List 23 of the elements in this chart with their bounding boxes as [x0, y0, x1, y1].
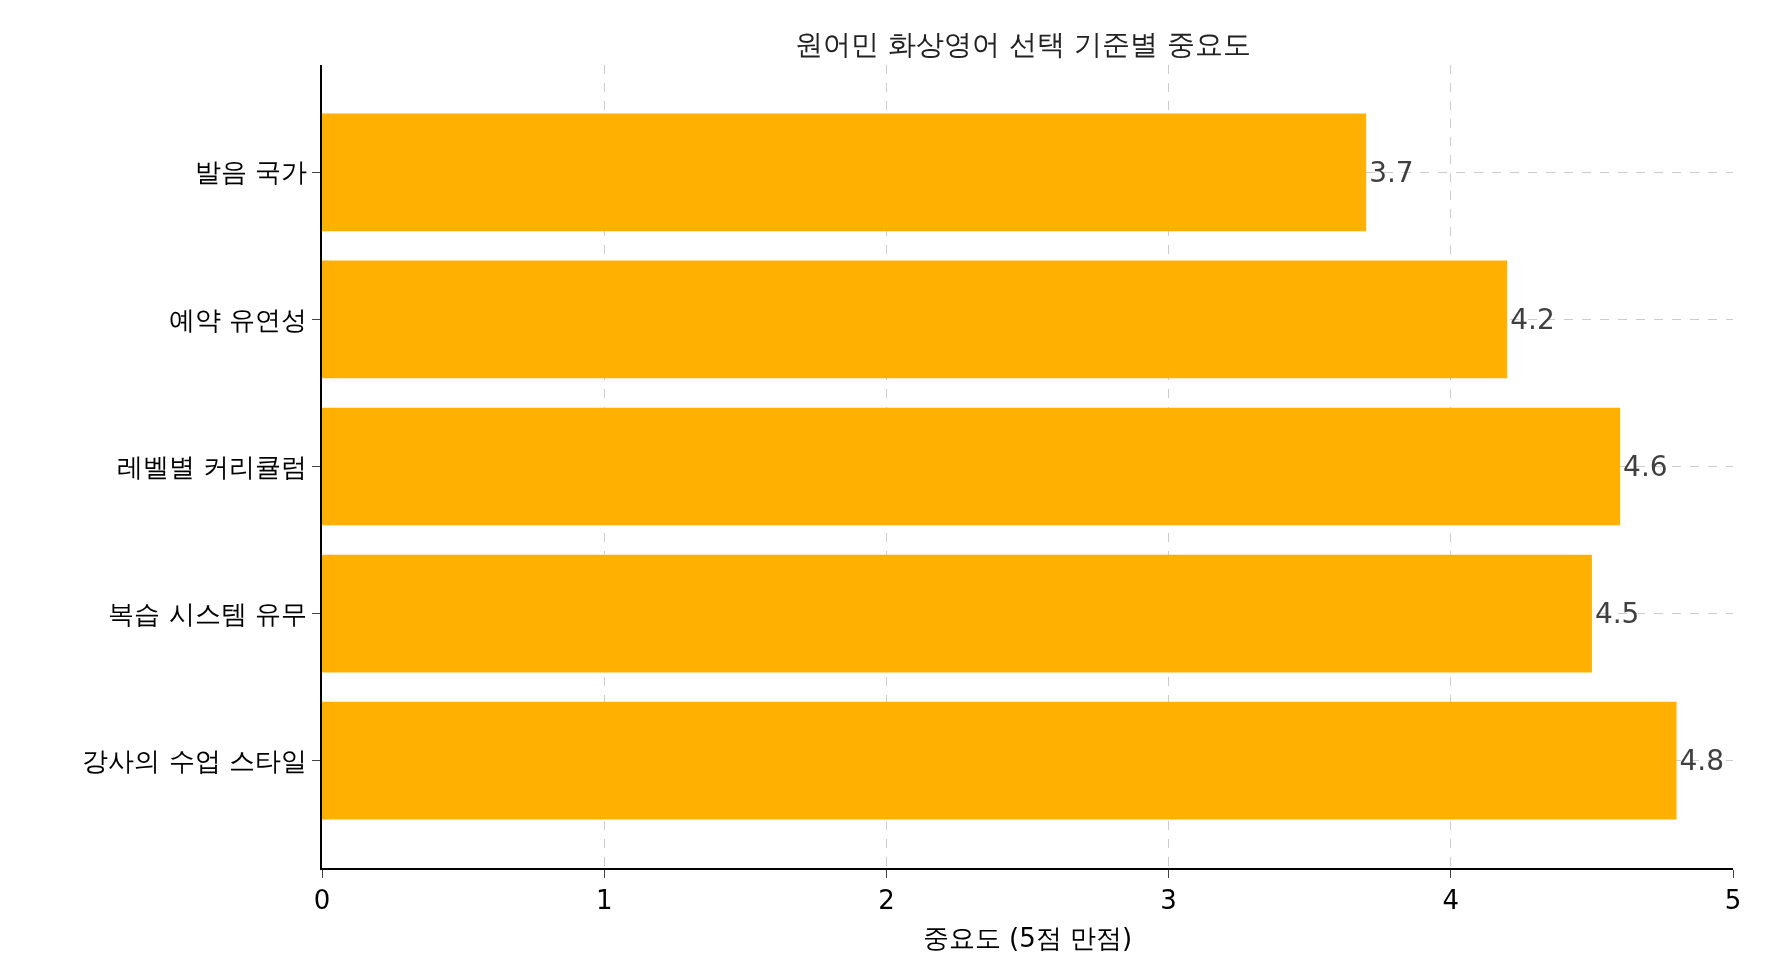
y-tick-label: 강사의 수업 스타일 [82, 745, 307, 776]
y-tick-label: 레벨별 커리큘럼 [116, 451, 307, 482]
chart-title: 원어민 화상영어 선택 기준별 중요도 [795, 27, 1251, 61]
data-label: 4.6 [1623, 450, 1668, 483]
x-tick-label: 4 [1442, 885, 1460, 916]
data-label: 4.5 [1594, 597, 1640, 631]
bar [322, 113, 1367, 232]
bar [322, 407, 1621, 526]
data-label: 3.7 [1369, 155, 1414, 189]
y-tick-label: 예약 유연성 [168, 304, 307, 335]
y-tick-label: 복습 시스템 유무 [108, 598, 307, 629]
x-tick-label: 2 [878, 885, 895, 916]
x-tick-label: 3 [1160, 885, 1177, 916]
bar [322, 554, 1592, 673]
bar [322, 260, 1508, 379]
x-axis-title: 중요도 (5점 만점) [922, 923, 1133, 954]
bar [322, 701, 1677, 820]
x-tick-label: 0 [313, 885, 331, 916]
data-label: 4.2 [1510, 302, 1555, 336]
data-label: 4.8 [1679, 744, 1725, 778]
x-tick-label: 5 [1724, 885, 1742, 916]
y-tick-label: 발음 국가 [194, 157, 307, 188]
x-tick-label: 1 [595, 885, 613, 916]
